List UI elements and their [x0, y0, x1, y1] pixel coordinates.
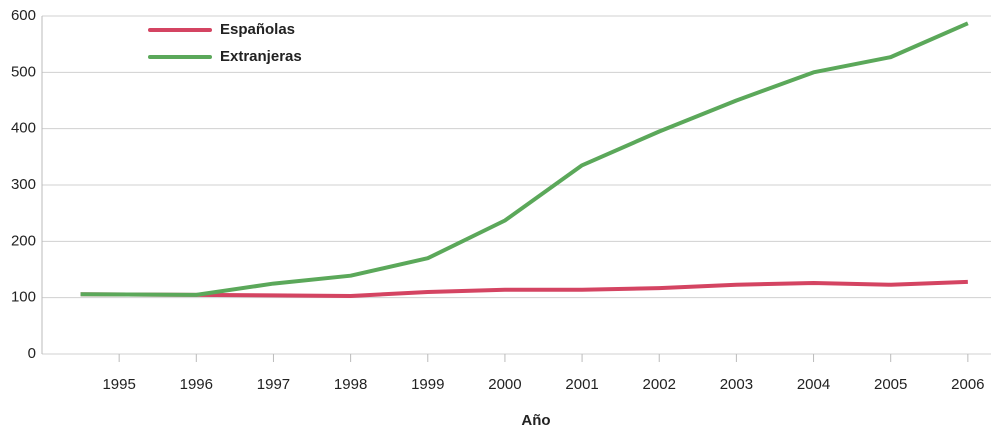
x-tick-label: 1997 [257, 376, 290, 393]
series-line [80, 21, 969, 297]
series-line [80, 279, 968, 298]
y-tick-label: 0 [28, 345, 36, 362]
x-tick-label: 1995 [102, 376, 135, 393]
x-tick-label: 2005 [874, 376, 907, 393]
legend-label: Españolas [220, 21, 295, 38]
x-tick-label: 1996 [180, 376, 213, 393]
x-tick-label: 1999 [411, 376, 444, 393]
y-tick-label: 100 [11, 289, 36, 306]
legend-label: Extranjeras [220, 48, 302, 65]
y-tick-label: 300 [11, 176, 36, 193]
x-axis-title: Año [521, 412, 550, 428]
x-tick-label: 2003 [720, 376, 753, 393]
x-tick-label: 2000 [488, 376, 521, 393]
y-tick-label: 200 [11, 232, 36, 249]
y-tick-label: 600 [11, 7, 36, 24]
x-tick-label: 1998 [334, 376, 367, 393]
x-tick-label: 2002 [643, 376, 676, 393]
x-tick-label: 2001 [565, 376, 598, 393]
y-tick-label: 500 [11, 63, 36, 80]
x-tick-label: 2004 [797, 376, 830, 393]
y-tick-label: 400 [11, 120, 36, 137]
x-tick-label: 2006 [951, 376, 984, 393]
